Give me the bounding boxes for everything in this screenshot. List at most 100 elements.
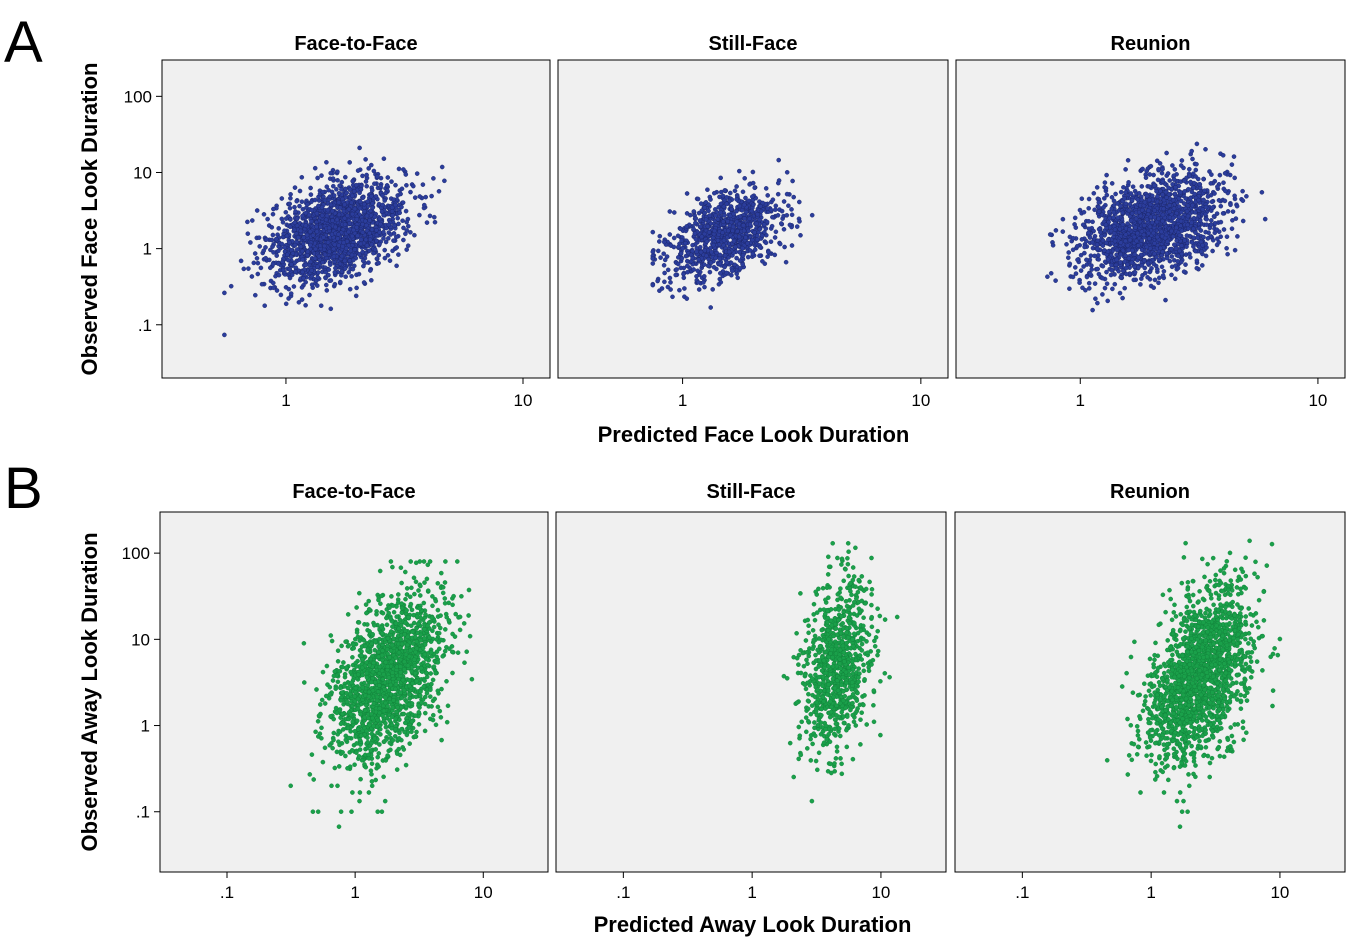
data-point	[435, 581, 441, 586]
data-point	[1120, 210, 1125, 216]
data-point	[1194, 265, 1200, 271]
data-point	[318, 224, 323, 230]
x-tick-label: 10	[474, 883, 493, 902]
data-point	[374, 227, 379, 233]
data-point	[732, 188, 738, 194]
data-point	[280, 267, 286, 273]
data-point	[1259, 189, 1265, 195]
data-point	[378, 732, 383, 737]
data-point	[743, 235, 748, 240]
data-point	[271, 206, 276, 212]
data-point	[1147, 269, 1153, 275]
data-point	[1086, 226, 1092, 232]
data-point	[1170, 234, 1176, 239]
data-point	[781, 226, 787, 232]
data-point	[678, 226, 683, 232]
data-point	[274, 288, 280, 293]
data-point	[760, 258, 765, 264]
data-point	[1093, 296, 1098, 302]
data-point	[661, 239, 667, 245]
data-point	[330, 183, 336, 189]
data-point	[1107, 209, 1112, 215]
data-point	[794, 224, 800, 229]
data-point	[1183, 262, 1188, 267]
data-point	[718, 175, 724, 181]
data-point	[368, 162, 374, 168]
data-point	[381, 236, 386, 241]
data-point	[1091, 190, 1097, 196]
data-point	[1123, 190, 1128, 195]
data-point	[1209, 218, 1214, 223]
data-point	[1228, 202, 1233, 208]
y-tick-label: 100	[122, 544, 150, 563]
data-point	[283, 216, 289, 221]
data-point	[1102, 285, 1108, 291]
data-point	[331, 246, 336, 252]
data-point	[1169, 272, 1174, 278]
data-point	[1204, 216, 1209, 222]
data-point	[326, 272, 331, 278]
data-point	[328, 306, 334, 312]
data-point	[355, 233, 360, 239]
data-point	[673, 272, 679, 278]
data-point	[705, 187, 710, 192]
data-point	[1151, 285, 1156, 291]
data-point	[698, 201, 704, 206]
data-point	[1083, 287, 1088, 293]
data-point	[1111, 209, 1117, 215]
data-point	[691, 209, 697, 214]
data-point	[695, 268, 701, 274]
data-point	[327, 249, 332, 255]
data-point	[741, 202, 747, 208]
data-point	[1224, 234, 1230, 239]
data-point	[309, 752, 315, 757]
data-point	[1112, 281, 1118, 287]
data-point	[1240, 198, 1246, 203]
data-point	[702, 284, 707, 290]
data-point	[752, 247, 758, 252]
data-point	[378, 221, 383, 227]
data-point	[1112, 227, 1118, 232]
data-point	[1184, 208, 1190, 214]
data-point	[241, 266, 247, 272]
data-point	[1195, 176, 1201, 182]
data-point	[427, 213, 433, 219]
data-point	[1221, 180, 1226, 185]
data-point	[1209, 199, 1215, 205]
data-point	[1224, 245, 1229, 251]
data-point	[405, 223, 411, 229]
data-point	[1181, 269, 1187, 275]
data-point	[422, 710, 428, 716]
data-point	[750, 194, 755, 199]
data-point	[710, 287, 716, 292]
data-point	[275, 261, 281, 266]
data-point	[1141, 232, 1147, 238]
data-point	[264, 237, 269, 242]
data-point	[1155, 194, 1160, 199]
data-point	[314, 229, 320, 234]
x-tick-label: 1	[1076, 391, 1085, 410]
data-point	[717, 261, 723, 267]
data-point	[273, 236, 279, 242]
data-point	[692, 231, 698, 236]
data-point	[797, 199, 802, 205]
data-point	[228, 283, 234, 289]
data-point	[320, 759, 326, 765]
data-point	[707, 213, 713, 218]
data-point	[318, 303, 324, 309]
data-point	[374, 174, 380, 179]
data-point	[1070, 247, 1076, 253]
data-point	[1152, 208, 1157, 213]
data-point	[300, 269, 305, 275]
data-point	[1110, 286, 1115, 292]
data-point	[308, 192, 314, 197]
data-point	[356, 271, 362, 277]
data-point	[307, 292, 312, 298]
data-point	[1120, 222, 1126, 227]
data-point	[339, 269, 345, 274]
data-point	[1123, 232, 1129, 237]
data-point	[262, 303, 268, 309]
data-point	[294, 198, 300, 204]
data-point	[1127, 237, 1133, 243]
